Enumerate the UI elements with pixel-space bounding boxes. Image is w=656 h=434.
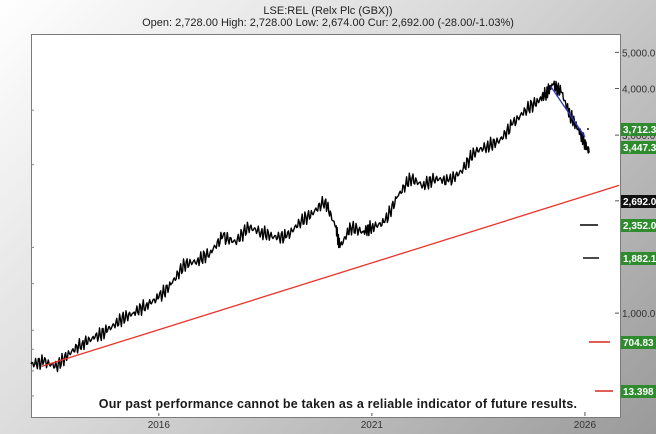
- level-label: 3,712.3: [623, 125, 656, 136]
- level-label: 2,352.0: [623, 221, 656, 232]
- level-label: 704.83: [623, 338, 654, 349]
- level-label-box: [621, 219, 656, 232]
- disclaimer-text: Our past performance cannot be taken as …: [99, 397, 577, 411]
- chart-title: LSE:REL (Relx Plc (GBX)): [263, 5, 392, 17]
- y-tick-label: 4,000.0: [622, 85, 656, 96]
- level-label: 1,882.1: [623, 254, 656, 265]
- disclaimer-box: [93, 394, 583, 413]
- level-label: 13.398: [623, 387, 654, 398]
- plot-area: [31, 34, 621, 418]
- level-label-box: [621, 252, 656, 265]
- y-tick-label: 3,000.0: [622, 131, 656, 142]
- x-tick-label: 2016: [148, 420, 171, 431]
- level-label-box: [621, 141, 656, 154]
- level-label-box: [621, 195, 656, 208]
- level-label: 2,692.0: [623, 197, 656, 208]
- x-tick-label: 2026: [574, 420, 597, 431]
- chart-subtitle: Open: 2,728.00 High: 2,728.00 Low: 2,674…: [142, 17, 514, 29]
- price-series-line: [30, 80, 590, 373]
- x-tick-label: 2021: [361, 420, 384, 431]
- y-tick-label: 5,000.0: [622, 48, 656, 59]
- downtrend-line: [550, 86, 586, 138]
- uptrend-line: [41, 184, 620, 368]
- y-tick-label: 1,000.0: [622, 309, 656, 320]
- level-label-box: [621, 336, 656, 349]
- level-label-box: [621, 385, 656, 398]
- level-label-box: [621, 123, 656, 136]
- level-label: 3,447.3: [623, 143, 656, 154]
